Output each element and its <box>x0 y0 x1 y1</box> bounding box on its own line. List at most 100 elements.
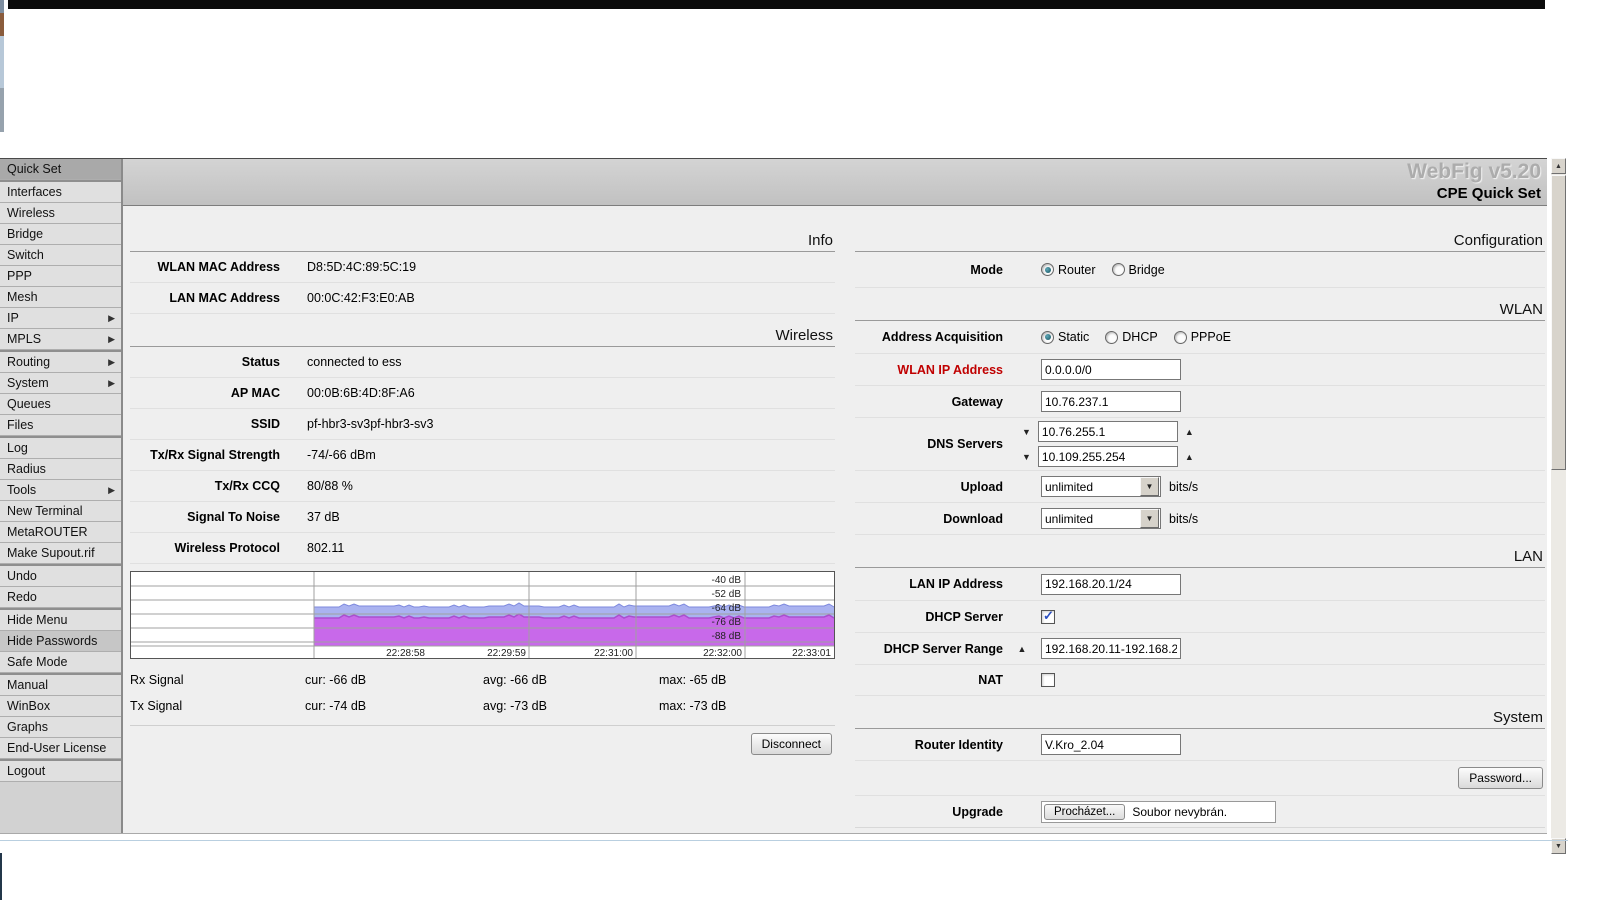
acquisition-static-radio[interactable] <box>1041 330 1054 344</box>
range-up-arrow-icon[interactable]: ▲ <box>1017 643 1027 654</box>
status-column: Info WLAN MAC Address D8:5D:4C:89:5C:19 … <box>130 206 835 755</box>
stat-cur: cur: -66 dB <box>305 673 367 687</box>
field-value: 37 dB <box>307 510 340 524</box>
sidebar-item-quick-set[interactable]: Quick Set <box>0 159 121 180</box>
dns-server-1-input[interactable] <box>1037 421 1178 442</box>
x-tick: 22:29:59 <box>487 648 526 659</box>
dns-up-arrow-icon[interactable]: ▲ <box>1184 426 1194 437</box>
sidebar-item-mpls[interactable]: ▶ MPLS <box>0 329 121 350</box>
sidebar-item-log[interactable]: Log <box>0 436 121 459</box>
sidebar-item-interfaces[interactable]: Interfaces <box>0 180 121 203</box>
sidebar-item-files[interactable]: Files <box>0 415 121 436</box>
section-title-configuration: Configuration <box>855 206 1545 252</box>
dns-server-2-input[interactable] <box>1037 446 1178 467</box>
acquisition-pppoe-radio[interactable] <box>1173 330 1187 344</box>
table-row: Wireless Protocol 802.11 <box>130 533 835 564</box>
upload-select[interactable]: unlimited ▼ <box>1041 476 1161 497</box>
disconnect-button[interactable]: Disconnect <box>750 733 832 755</box>
radio-label: DHCP <box>1122 330 1158 344</box>
acquisition-dhcp-radio[interactable] <box>1105 330 1119 344</box>
stat-avg: avg: -66 dB <box>483 673 547 687</box>
gateway-input[interactable] <box>1041 391 1181 412</box>
gateway-row: Gateway <box>855 386 1545 418</box>
field-label: Tx/Rx CCQ <box>214 479 280 493</box>
sidebar-item-manual[interactable]: Manual <box>0 673 121 696</box>
dns-down-arrow-icon[interactable]: ▼ <box>1022 451 1031 462</box>
password-button[interactable]: Password... <box>1458 767 1543 789</box>
wallpaper-sliver <box>0 88 4 132</box>
field-label: Mode <box>970 262 1003 277</box>
section-title-wlan: WLAN <box>855 288 1545 321</box>
sidebar-item-ip[interactable]: ▶ IP <box>0 308 121 329</box>
sidebar-item-ppp[interactable]: PPP <box>0 266 121 287</box>
dhcp-range-input[interactable] <box>1041 638 1181 659</box>
radio-label: PPPoE <box>1190 330 1231 344</box>
sidebar-item-system[interactable]: ▶ System <box>0 373 121 394</box>
download-select[interactable]: unlimited ▼ <box>1041 508 1161 529</box>
field-value: 80/88 % <box>307 479 353 493</box>
wallpaper-sliver <box>0 853 2 900</box>
radio-label: Bridge <box>1128 262 1165 277</box>
dropdown-arrow-icon[interactable]: ▼ <box>1140 477 1159 496</box>
wlan-ip-input[interactable] <box>1041 359 1181 380</box>
upload-row: Upload unlimited ▼ bits/s <box>855 471 1545 503</box>
dhcp-server-checkbox[interactable] <box>1041 608 1055 624</box>
sidebar-filler <box>0 782 121 833</box>
scrollbar-thumb[interactable] <box>1551 175 1566 470</box>
mode-bridge-radio[interactable] <box>1111 263 1125 276</box>
sidebar-item-safe-mode[interactable]: Safe Mode <box>0 652 121 673</box>
sidebar-item-radius[interactable]: Radius <box>0 459 121 480</box>
sidebar-item-winbox[interactable]: WinBox <box>0 696 121 717</box>
sidebar-item-hide-passwords[interactable]: Hide Passwords <box>0 631 121 652</box>
lan-ip-input[interactable] <box>1041 573 1181 595</box>
sidebar-item-metarouter[interactable]: MetaROUTER <box>0 522 121 543</box>
submenu-arrow-icon: ▶ <box>108 334 115 344</box>
field-value: D8:5D:4C:89:5C:19 <box>307 260 417 274</box>
sidebar-item-queues[interactable]: Queues <box>0 394 121 415</box>
field-label: Upgrade <box>952 804 1003 819</box>
field-label: Download <box>943 511 1003 526</box>
dns-down-arrow-icon[interactable]: ▼ <box>1022 426 1031 437</box>
sidebar: Quick Set Interfaces Wireless Bridge Swi… <box>0 159 123 833</box>
sidebar-item-graphs[interactable]: Graphs <box>0 717 121 738</box>
field-label: AP MAC <box>230 386 280 400</box>
sidebar-item-tools[interactable]: ▶ Tools <box>0 480 121 501</box>
scroll-down-icon[interactable]: ▼ <box>1551 838 1566 854</box>
upgrade-file-input[interactable]: Procházet... Soubor nevybrán. <box>1041 800 1276 823</box>
sidebar-item-wireless[interactable]: Wireless <box>0 203 121 224</box>
sidebar-item-switch[interactable]: Switch <box>0 245 121 266</box>
unit-label: bits/s <box>1169 511 1199 526</box>
sidebar-item-make-supout[interactable]: Make Supout.rif <box>0 543 121 564</box>
router-identity-row: Router Identity <box>855 729 1545 761</box>
table-row: WLAN MAC Address D8:5D:4C:89:5C:19 <box>130 252 835 283</box>
sidebar-item-undo[interactable]: Undo <box>0 564 121 587</box>
router-identity-input[interactable] <box>1041 734 1181 755</box>
lan-ip-row: LAN IP Address <box>855 568 1545 601</box>
dns-servers-row: DNS Servers ▼ ▲ ▼ ▲ <box>855 418 1545 471</box>
dns-up-arrow-icon[interactable]: ▲ <box>1184 451 1194 462</box>
sidebar-item-routing[interactable]: ▶ Routing <box>0 350 121 373</box>
upgrade-row: Upgrade Procházet... Soubor nevybrán. <box>855 796 1545 828</box>
scroll-up-icon[interactable]: ▲ <box>1551 158 1566 174</box>
browse-button[interactable]: Procházet... <box>1044 803 1126 820</box>
nat-checkbox[interactable] <box>1041 673 1055 687</box>
sidebar-item-new-terminal[interactable]: New Terminal <box>0 501 121 522</box>
field-value: connected to ess <box>307 355 402 369</box>
disconnect-row: Disconnect <box>130 725 835 755</box>
field-label: Status <box>241 355 280 369</box>
tx-signal-row: Tx Signal cur: -74 dB avg: -73 dB max: -… <box>130 693 835 719</box>
vertical-scrollbar[interactable]: ▲ ▼ <box>1551 158 1566 854</box>
sidebar-item-bridge[interactable]: Bridge <box>0 224 121 245</box>
sidebar-item-logout[interactable]: Logout <box>0 759 121 782</box>
field-value: 00:0B:6B:4D:8F:A6 <box>307 386 415 400</box>
table-row: Tx/Rx CCQ 80/88 % <box>130 471 835 502</box>
mode-router-radio[interactable] <box>1041 263 1054 276</box>
nat-row: NAT <box>855 665 1545 696</box>
sidebar-item-hide-menu[interactable]: Hide Menu <box>0 608 121 631</box>
sidebar-item-end-user-license[interactable]: End-User License <box>0 738 121 759</box>
download-row: Download unlimited ▼ bits/s <box>855 503 1545 535</box>
y-tick: -76 dB <box>712 617 742 628</box>
dropdown-arrow-icon[interactable]: ▼ <box>1140 509 1159 528</box>
sidebar-item-mesh[interactable]: Mesh <box>0 287 121 308</box>
sidebar-item-redo[interactable]: Redo <box>0 587 121 608</box>
